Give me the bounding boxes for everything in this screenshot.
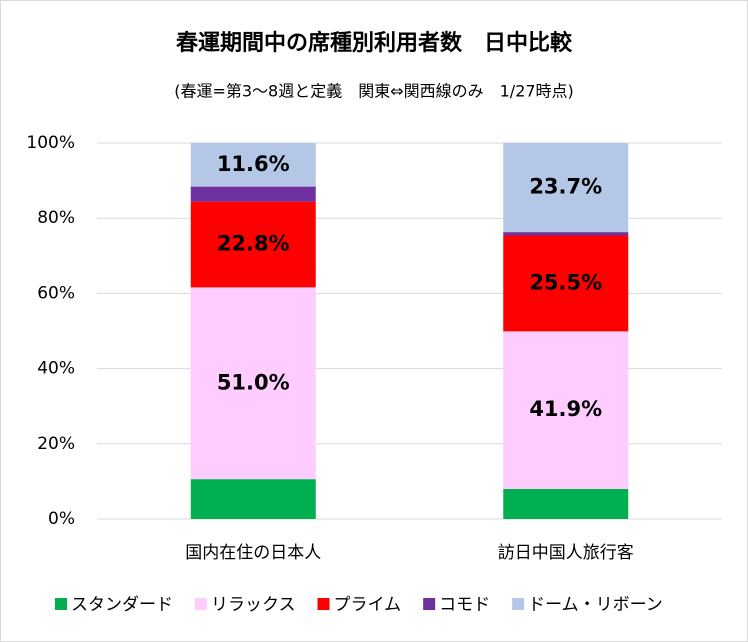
value-label: 51.0%: [217, 370, 290, 394]
y-tick-label: 60%: [37, 283, 75, 303]
bar-segment: [503, 488, 629, 519]
legend-label: コモド: [439, 595, 490, 615]
value-label: 11.6%: [217, 152, 290, 176]
legend-label: リラックス: [211, 595, 296, 615]
legend-label: プライム: [334, 595, 402, 615]
legend-swatch: [423, 598, 436, 610]
legend-swatch: [512, 598, 525, 610]
chart-title: 春運期間中の席種別利用者数 日中比較: [176, 30, 573, 56]
legend-swatch: [317, 598, 330, 610]
bar-segment: [503, 235, 629, 332]
value-label: 22.8%: [217, 232, 290, 256]
value-label: 41.9%: [529, 397, 602, 421]
chart-subtitle: (春運=第3～8週と定義 関東⇔関西線のみ 1/27時点): [174, 82, 574, 101]
bar-segment: [190, 201, 316, 288]
bar-segment: [503, 232, 629, 236]
legend-swatch: [55, 598, 67, 610]
legend-label: ドーム・リボーン: [528, 595, 663, 615]
y-tick-label: 80%: [37, 208, 75, 228]
y-tick-label: 100%: [26, 133, 75, 153]
y-tick-label: 0%: [48, 509, 75, 529]
bar-segment: [190, 479, 316, 519]
legend-label: スタンダード: [71, 595, 173, 615]
bar-segment: [190, 287, 316, 480]
legend-swatch: [195, 598, 207, 610]
x-tick-label: 国内在住の日本人: [185, 543, 321, 563]
value-label: 23.7%: [529, 175, 602, 199]
bar-segment: [190, 143, 316, 187]
x-tick-label: 訪日中国人旅行客: [498, 543, 634, 563]
y-tick-label: 40%: [37, 359, 75, 379]
bar-segment: [503, 143, 629, 233]
bar-segment: [503, 331, 629, 489]
value-label: 25.5%: [529, 270, 602, 294]
y-tick-label: 20%: [37, 434, 75, 454]
bar-segment: [190, 186, 316, 202]
